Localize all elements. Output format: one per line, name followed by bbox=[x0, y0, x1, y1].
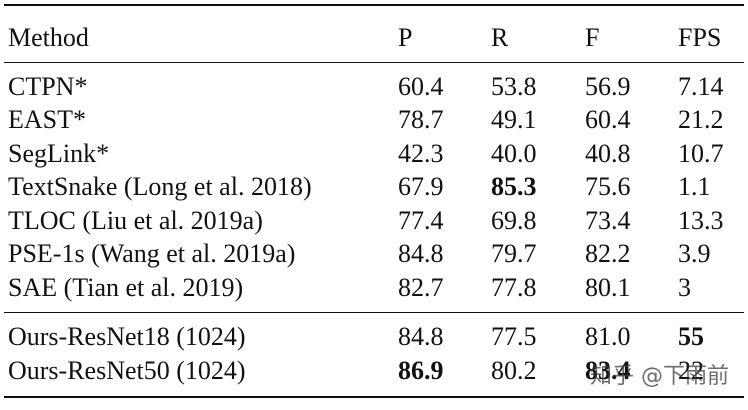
value-cell: 56.9 bbox=[585, 72, 631, 101]
mid-rule bbox=[4, 312, 744, 313]
value-cell: 75.6 bbox=[585, 172, 631, 201]
method-cell: PSE-1s (Wang et al. 2019a) bbox=[8, 239, 296, 268]
table-row: SegLink* 42.3 40.0 40.8 10.7 bbox=[0, 137, 748, 171]
method-cell: Ours-ResNet50 (1024) bbox=[8, 356, 246, 385]
value-cell: 3.9 bbox=[678, 239, 711, 268]
method-cell: TLOC (Liu et al. 2019a) bbox=[8, 206, 263, 235]
value-cell: 13.3 bbox=[678, 206, 724, 235]
value-cell: 78.7 bbox=[398, 105, 444, 134]
method-cell: SegLink* bbox=[8, 139, 110, 168]
value-cell: 86.9 bbox=[398, 356, 444, 385]
value-cell: 82.7 bbox=[398, 273, 444, 302]
table-row: TLOC (Liu et al. 2019a) 77.4 69.8 73.4 13.3 bbox=[0, 204, 748, 238]
value-cell: 21.2 bbox=[678, 105, 724, 134]
header-row: Method P R F FPS bbox=[0, 21, 748, 55]
value-cell: 69.8 bbox=[491, 206, 537, 235]
value-cell: 40.8 bbox=[585, 139, 631, 168]
watermark: 知乎 @下雨前 bbox=[590, 364, 729, 389]
header-cell: R bbox=[491, 23, 509, 52]
method-cell: Ours-ResNet18 (1024) bbox=[8, 322, 246, 351]
top-rule bbox=[4, 4, 744, 6]
table-row: Ours-ResNet50 (1024) 86.9 80.2 83.4 22 bbox=[0, 354, 748, 388]
value-cell: 60.4 bbox=[398, 72, 444, 101]
value-cell: 82.2 bbox=[585, 239, 631, 268]
value-cell: 80.2 bbox=[491, 356, 537, 385]
method-cell: TextSnake (Long et al. 2018) bbox=[8, 172, 312, 201]
table-row: SAE (Tian et al. 2019) 82.7 77.8 80.1 3 bbox=[0, 271, 748, 305]
value-cell: 83.4 bbox=[585, 356, 631, 385]
method-cell: EAST* bbox=[8, 105, 86, 134]
header-rule bbox=[4, 62, 744, 63]
value-cell: 55 bbox=[678, 322, 704, 351]
method-cell: CTPN* bbox=[8, 72, 88, 101]
value-cell: 3 bbox=[678, 273, 691, 302]
value-cell: 81.0 bbox=[585, 322, 631, 351]
table-row: TextSnake (Long et al. 2018) 67.9 85.3 75.6… bbox=[0, 170, 748, 204]
value-cell: 79.7 bbox=[491, 239, 537, 268]
table-row: CTPN* 60.4 53.8 56.9 7.14 bbox=[0, 70, 748, 104]
value-cell: 60.4 bbox=[585, 105, 631, 134]
value-cell: 77.8 bbox=[491, 273, 537, 302]
table-row: PSE-1s (Wang et al. 2019a) 84.8 79.7 82.2 3.… bbox=[0, 237, 748, 271]
value-cell: 10.7 bbox=[678, 139, 724, 168]
value-cell: 67.9 bbox=[398, 172, 444, 201]
header-cell: FPS bbox=[678, 23, 722, 52]
bottom-rule bbox=[4, 396, 744, 398]
value-cell: 49.1 bbox=[491, 105, 537, 134]
header-cell: F bbox=[585, 23, 600, 52]
value-cell: 84.8 bbox=[398, 322, 444, 351]
table-row: EAST* 78.7 49.1 60.4 21.2 bbox=[0, 103, 748, 137]
value-cell: 42.3 bbox=[398, 139, 444, 168]
method-cell: SAE (Tian et al. 2019) bbox=[8, 273, 244, 302]
value-cell: 40.0 bbox=[491, 139, 537, 168]
value-cell: 1.1 bbox=[678, 172, 711, 201]
value-cell: 73.4 bbox=[585, 206, 631, 235]
value-cell: 84.8 bbox=[398, 239, 444, 268]
header-cell: P bbox=[398, 23, 413, 52]
value-cell: 77.5 bbox=[491, 322, 537, 351]
value-cell: 77.4 bbox=[398, 206, 444, 235]
table-row: Ours-ResNet18 (1024) 84.8 77.5 81.0 55 bbox=[0, 320, 748, 354]
value-cell: 22 bbox=[678, 356, 704, 385]
header-cell: Method bbox=[8, 23, 89, 52]
value-cell: 80.1 bbox=[585, 273, 631, 302]
value-cell: 7.14 bbox=[678, 72, 724, 101]
value-cell: 53.8 bbox=[491, 72, 537, 101]
value-cell: 85.3 bbox=[491, 172, 537, 201]
